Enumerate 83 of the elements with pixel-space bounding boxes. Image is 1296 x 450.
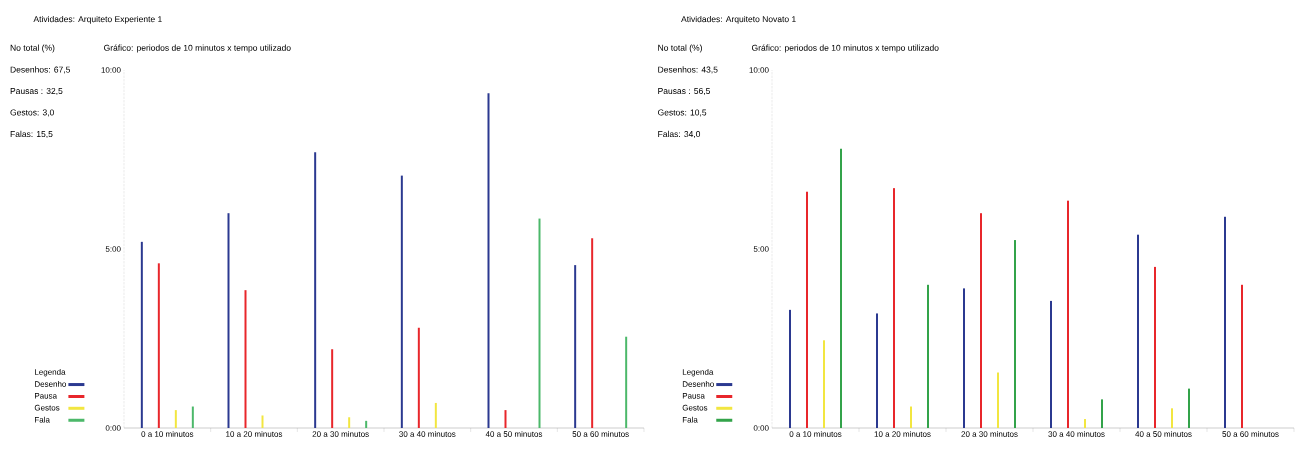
chart-subtitle: Gráfico: periodos de 10 minutos x tempo utilizado — [104, 44, 291, 53]
bar — [927, 284, 930, 428]
bar — [1188, 388, 1191, 428]
bar — [157, 263, 160, 428]
bar — [331, 349, 334, 428]
text: Falas: 15,5 — [10, 130, 53, 139]
bar — [806, 191, 809, 428]
legend-title: Legenda — [682, 368, 714, 377]
legend-label: Pausa — [35, 393, 58, 399]
text: Gestos: 3,0 — [10, 109, 54, 117]
bar — [1171, 408, 1174, 428]
x-tick-label: 30 a 40 minutos — [399, 431, 456, 437]
x-tick-label: 10 a 20 minutos — [874, 431, 931, 437]
legend-title: Legenda — [35, 368, 66, 377]
bar — [1014, 240, 1017, 428]
chart-subtitle: Gráfico: periodos de 10 minutos x tempo utilizado — [751, 44, 939, 53]
y-tick-label: 10:00 — [749, 67, 769, 73]
bar — [1067, 200, 1070, 428]
bar — [348, 417, 351, 428]
text: Desenhos: 43,5 — [658, 66, 718, 74]
bar — [1137, 234, 1140, 428]
x-tick-label: 40 a 50 minutos — [485, 431, 543, 437]
legend-label: Desenho — [35, 381, 67, 387]
bar — [1154, 266, 1157, 428]
text: Desenhos: 67,5 — [10, 66, 70, 74]
bar — [893, 188, 896, 428]
x-tick-label: 50 a 60 minutos — [572, 431, 629, 437]
text: Pausas : 56,5 — [658, 87, 710, 95]
bar — [1050, 300, 1053, 428]
legend-label: Gestos — [682, 404, 708, 411]
bar — [1241, 284, 1244, 428]
legend-label: Fala — [35, 416, 50, 423]
text: No total (%) — [10, 44, 55, 53]
bar — [504, 410, 507, 428]
bar — [789, 309, 792, 428]
bar — [174, 410, 177, 428]
legend-label: Fala — [682, 416, 698, 423]
y-tick-label: 0:00 — [105, 425, 121, 431]
x-tick-label: 40 a 50 minutos — [1135, 431, 1192, 437]
bar — [591, 238, 594, 428]
bar — [823, 340, 826, 428]
bar — [1084, 419, 1087, 428]
y-tick-label: 10:00 — [101, 67, 121, 73]
x-tick-label: 20 a 30 minutos — [961, 431, 1018, 437]
bar — [314, 152, 317, 428]
bar — [487, 93, 490, 428]
bar — [365, 420, 368, 428]
bar — [963, 288, 966, 428]
bar — [244, 290, 247, 428]
x-tick-label: 20 a 30 minutos — [312, 431, 369, 437]
text: Gestos: 10,5 — [658, 109, 707, 117]
bar — [574, 265, 577, 428]
legend-label: Desenho — [682, 381, 714, 387]
x-tick-label: 30 a 40 minutos — [1048, 431, 1105, 437]
bar — [840, 148, 843, 428]
bar — [876, 313, 879, 428]
bar — [538, 218, 541, 428]
bar — [417, 327, 420, 428]
bar — [191, 406, 194, 428]
bar — [1101, 399, 1104, 428]
chart-title: Atividades: Arquiteto Experiente 1 — [33, 15, 162, 24]
x-tick-label: 10 a 20 minutos — [226, 431, 283, 437]
bar — [980, 213, 983, 428]
bar — [400, 175, 403, 428]
x-tick-label: 0 a 10 minutos — [141, 431, 194, 437]
bar — [910, 406, 913, 428]
text: Pausas : 32,5 — [10, 87, 63, 95]
chart-title: Atividades: Arquiteto Novato 1 — [681, 15, 796, 24]
text: Falas: 34,0 — [658, 130, 701, 139]
text: No total (%) — [658, 44, 702, 53]
y-tick-label: 0:00 — [753, 425, 769, 431]
legend-label: Pausa — [682, 393, 705, 399]
y-tick-label: 5:00 — [105, 246, 121, 252]
bar — [997, 372, 1000, 428]
bar — [434, 402, 437, 428]
bar — [1224, 216, 1227, 428]
bar — [227, 213, 230, 428]
x-tick-label: 50 a 60 minutos — [1222, 431, 1279, 437]
y-tick-label: 5:00 — [753, 246, 769, 252]
bar — [261, 415, 264, 428]
x-tick-label: 0 a 10 minutos — [789, 431, 842, 437]
legend-label: Gestos — [34, 404, 60, 411]
bar — [625, 336, 628, 428]
